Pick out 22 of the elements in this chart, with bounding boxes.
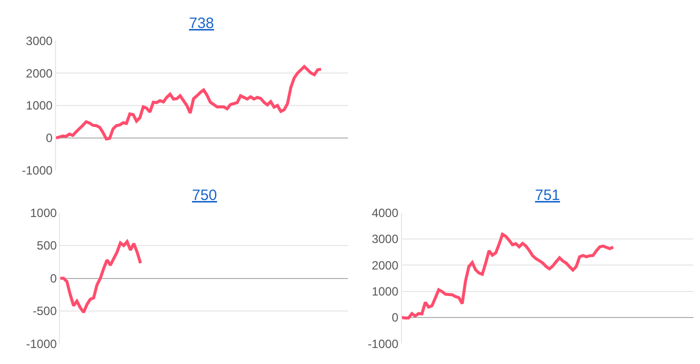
y-tick-label: 2000 bbox=[372, 258, 399, 272]
chart-title: 738 bbox=[189, 15, 214, 32]
y-tick-label: 3000 bbox=[372, 232, 399, 246]
y-tick-label: 1000 bbox=[26, 98, 53, 113]
line-series bbox=[56, 65, 323, 140]
chart-title: 751 bbox=[535, 187, 560, 204]
y-tick-label: 0 bbox=[50, 271, 58, 286]
y-tick-label: 0 bbox=[392, 310, 399, 325]
y-tick-label: -500 bbox=[32, 304, 58, 318]
y-tick-label: 3000 bbox=[26, 34, 53, 48]
y-tick-label: 1000 bbox=[30, 206, 58, 220]
y-tick-label: 500 bbox=[36, 238, 58, 253]
y-tick-label: -1000 bbox=[368, 336, 399, 351]
y-tick-label: 4000 bbox=[372, 206, 399, 220]
line-series bbox=[60, 240, 142, 314]
y-tick-label: 1000 bbox=[372, 284, 399, 299]
y-tick-label: -1000 bbox=[22, 164, 53, 178]
y-tick-label: -1000 bbox=[26, 336, 58, 351]
line-series bbox=[402, 232, 615, 320]
y-tick-label: 0 bbox=[46, 131, 53, 146]
chart-title: 750 bbox=[192, 187, 218, 204]
y-tick-label: 2000 bbox=[26, 66, 53, 80]
